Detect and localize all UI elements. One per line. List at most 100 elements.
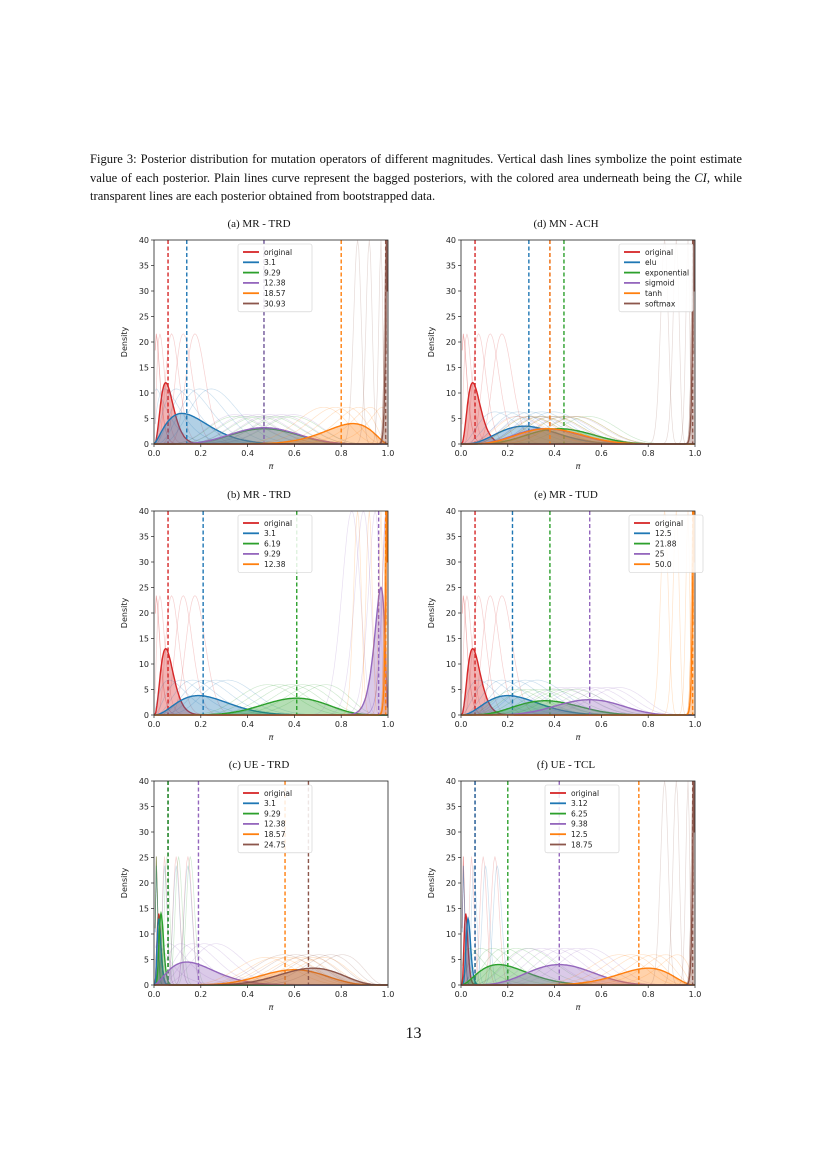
caption-ci: CI [694, 170, 707, 185]
y-tick-label: 20 [139, 338, 149, 347]
bootstrap-curve [462, 333, 694, 445]
y-tick-label: 5 [451, 686, 456, 695]
y-tick-label: 35 [446, 803, 456, 812]
x-tick-label: 0.4 [288, 720, 301, 729]
y-tick-label: 25 [446, 854, 456, 863]
series-ci-area [461, 699, 695, 715]
y-tick-label: 10 [139, 660, 149, 669]
series-ci-area [461, 428, 695, 444]
y-tick-label: 40 [446, 777, 456, 786]
y-tick-label: 20 [446, 338, 456, 347]
y-tick-label: 35 [139, 803, 149, 812]
legend-entry: 3.1 [264, 258, 276, 267]
x-tick-label: 0.6 [288, 990, 301, 999]
y-tick-label: 0 [451, 711, 456, 720]
panel-c: (c) UE - TRD 0 5 10 15 20 25 30 35 40 0.0 0.2 0.4 0.… [116, 759, 402, 1021]
x-axis-label: π [269, 1003, 274, 1012]
y-tick-label: 20 [139, 609, 149, 618]
x-tick-label: 0.2 [194, 449, 207, 458]
legend-entry: softmax [645, 299, 676, 308]
series-ci-area [461, 382, 695, 444]
series-ci-area [154, 698, 388, 715]
y-tick-label: 5 [144, 686, 149, 695]
legend-entry: 21.88 [655, 539, 677, 548]
panel-title: (e) MR - TUD [534, 489, 598, 501]
y-tick-label: 5 [451, 956, 456, 965]
legend-entry: elu [645, 258, 657, 267]
legend-box [237, 784, 313, 854]
legend-entry: original [571, 789, 599, 798]
x-tick-label: 0.6 [595, 990, 608, 999]
chart-svg: 0 5 10 15 20 25 30 35 40 0.0 0.2 0.4 0.6 0.8 1.0 π Densi… [427, 236, 701, 471]
legend-entry: 9.29 [264, 268, 281, 277]
series-ci-area [154, 423, 388, 444]
legend-box [237, 514, 313, 573]
panel-a: (a) MR - TRD 0 5 10 15 20 25 30 35 40 0.0 0.2 0.4 0.… [116, 218, 402, 480]
page-number: 13 [405, 1025, 422, 1042]
caption-lead: Figure 3: Posterior distribution for mut… [90, 152, 742, 185]
legend-entry: 30.93 [264, 299, 286, 308]
y-tick-label: 30 [446, 828, 456, 837]
series-ci-area [461, 700, 695, 715]
legend-entry: 18.57 [264, 289, 286, 298]
panel-title: (f) UE - TCL [536, 759, 596, 771]
legend-entry: 25 [655, 550, 665, 559]
legend-entry: original [264, 519, 292, 528]
x-axis-label: π [576, 733, 581, 742]
series-ci-area [461, 648, 695, 715]
caption-tail: , while transparent lines are each poste… [90, 170, 742, 204]
x-tick-label: 0.4 [548, 990, 561, 999]
y-tick-label: 5 [144, 415, 149, 424]
y-tick-label: 40 [446, 507, 456, 516]
y-tick-label: 25 [139, 584, 149, 593]
x-tick-label: 1.0 [382, 449, 395, 458]
y-tick-label: 5 [144, 956, 149, 965]
y-tick-label: 0 [144, 711, 149, 720]
legend-box [628, 514, 704, 573]
y-tick-label: 5 [451, 415, 456, 424]
chart-svg: 0 5 10 15 20 25 30 35 40 0.0 0.2 0.4 0.6 0.8 1.0 π Densi… [427, 507, 704, 742]
panel-title: (c) UE - TRD [228, 759, 290, 771]
y-tick-label: 35 [446, 262, 456, 271]
y-tick-label: 15 [446, 635, 456, 644]
series-ci-area [461, 428, 695, 444]
figure-caption: Figure 3: Posterior distribution for mut… [90, 150, 742, 206]
legend-entry: original [655, 519, 683, 528]
series-ci-area [461, 964, 695, 985]
x-tick-label: 0.8 [335, 720, 348, 729]
legend-entry: 12.38 [264, 560, 286, 569]
legend-entry: 9.29 [264, 550, 281, 559]
chart-svg: 0 5 10 15 20 25 30 35 40 0.0 0.2 0.4 0.6 0.8 1.0 π Densi… [427, 777, 701, 1012]
y-tick-label: 40 [139, 777, 149, 786]
legend-entry: 3.12 [571, 799, 588, 808]
x-tick-label: 0.8 [335, 990, 348, 999]
y-tick-label: 30 [446, 287, 456, 296]
y-tick-label: 35 [446, 533, 456, 542]
x-tick-label: 0.0 [148, 720, 161, 729]
panel-title: (d) MN - ACH [533, 218, 599, 230]
x-tick-label: 0.4 [548, 720, 561, 729]
y-tick-label: 40 [139, 507, 149, 516]
x-tick-label: 0.0 [148, 990, 161, 999]
series-ci-area [461, 428, 695, 444]
x-tick-label: 0.8 [642, 449, 655, 458]
x-tick-label: 0.4 [241, 449, 254, 458]
x-tick-label: 0.0 [455, 990, 468, 999]
x-tick-label: 0.8 [335, 449, 348, 458]
x-tick-label: 0.4 [241, 720, 254, 729]
series-ci-area [154, 648, 388, 715]
series-ci-area [461, 964, 695, 985]
y-tick-label: 35 [139, 262, 149, 271]
y-tick-label: 30 [139, 828, 149, 837]
legend-entry: 6.19 [264, 539, 281, 548]
y-axis-label: Density [120, 327, 129, 358]
y-tick-label: 30 [139, 558, 149, 567]
y-tick-label: 10 [446, 389, 456, 398]
legend-entry: 9.38 [571, 820, 588, 829]
x-axis-label: π [576, 1003, 581, 1012]
x-tick-label: 0.6 [288, 449, 301, 458]
x-tick-label: 0.0 [455, 449, 468, 458]
legend-entry: 12.38 [264, 820, 286, 829]
y-axis-label: Density [120, 598, 129, 629]
